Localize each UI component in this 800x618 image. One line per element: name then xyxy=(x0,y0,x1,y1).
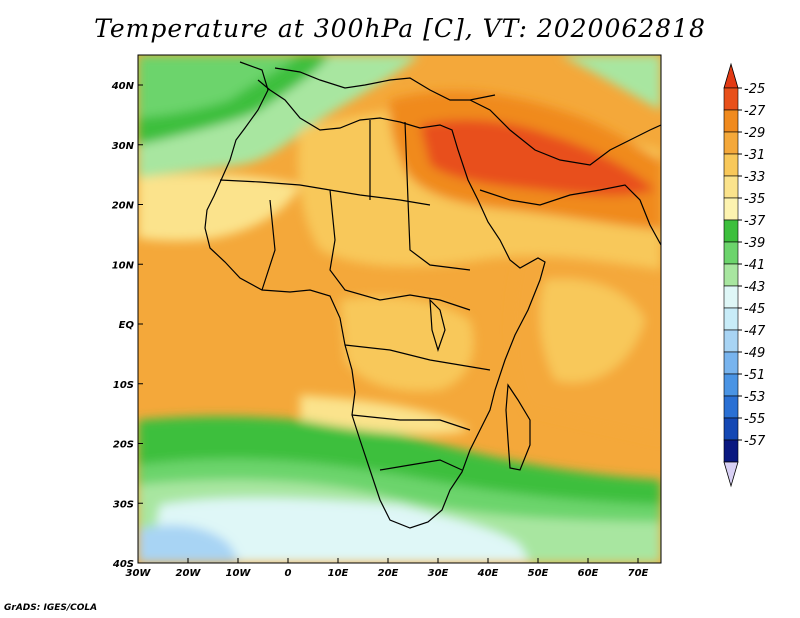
colorbar-label: -39 xyxy=(744,236,765,251)
lat-tick-label: 40S xyxy=(112,559,134,570)
colorbar-label: -45 xyxy=(744,302,765,317)
colorbar-label: -41 xyxy=(744,258,765,273)
lat-tick-label: EQ xyxy=(119,320,135,331)
colorbar-swatch xyxy=(723,175,739,199)
band-blue-s-contour xyxy=(138,525,240,563)
lon-tick-label: 20W xyxy=(176,568,202,579)
colorbar-swatch xyxy=(723,329,739,353)
band-cyan-s-contour xyxy=(150,497,530,563)
band-mild-c-contour xyxy=(340,296,474,392)
colorbar-bottom-triangle xyxy=(723,461,739,488)
colorbar-label: -47 xyxy=(744,324,766,339)
lon-tick-label: 60E xyxy=(578,568,599,579)
colorbar-swatch xyxy=(723,87,739,111)
colorbar-label: -53 xyxy=(744,390,765,405)
lon-tick-label: 70E xyxy=(628,568,649,579)
lon-tick-label: 30W xyxy=(126,568,152,579)
map-frame xyxy=(137,54,662,564)
lat-tick-label: 10S xyxy=(113,380,134,391)
colorbar-label: -33 xyxy=(744,170,765,185)
colorbar-swatch xyxy=(723,395,739,419)
lat-tick-label: 10N xyxy=(112,260,135,271)
lon-tick-label: 30E xyxy=(428,568,449,579)
lon-tick-label: 40E xyxy=(477,568,499,579)
colorbar-swatch xyxy=(723,241,739,265)
band-pale-s-contour xyxy=(300,395,470,435)
colorbar-label: -31 xyxy=(744,148,765,163)
lat-tick-label: 40N xyxy=(111,81,135,92)
colorbar-swatch xyxy=(723,373,739,397)
colorbar-label: -29 xyxy=(744,126,765,141)
colorbar-label: -35 xyxy=(744,192,765,207)
colorbar-label: -51 xyxy=(744,368,765,383)
colorbar-swatch xyxy=(723,153,739,177)
colorbar-label: -25 xyxy=(744,82,765,97)
colorbar: -25 -27 -29 -31 -33 -35 -37 -39 -41 -43 -45 -47 -49 -… xyxy=(723,62,766,488)
colorbar-label: -57 xyxy=(744,434,766,449)
lon-tick-label: 0 xyxy=(285,568,292,579)
colorbar-label: -27 xyxy=(744,104,766,119)
colorbar-swatch xyxy=(723,417,739,441)
colorbar-label: -55 xyxy=(744,412,765,427)
lat-tick-label: 20N xyxy=(112,201,135,212)
lon-tick-label: 10E xyxy=(328,568,349,579)
band-pale-w-contour xyxy=(138,174,300,241)
lon-tick-label: 10W xyxy=(226,568,252,579)
lat-tick-label: 30N xyxy=(112,141,135,152)
colorbar-top-triangle xyxy=(723,62,739,89)
colorbar-swatch xyxy=(723,197,739,221)
colorbar-label: -43 xyxy=(744,280,765,295)
band-warmest-contour xyxy=(420,119,655,196)
band-green-mid-n-contour xyxy=(138,55,300,118)
lon-tick-label: 20E xyxy=(378,568,399,579)
colorbar-swatch xyxy=(723,307,739,331)
colorbar-swatch xyxy=(723,285,739,309)
temperature-field xyxy=(138,55,661,563)
colorbar-swatch xyxy=(723,439,739,463)
lat-tick-label: 30S xyxy=(113,499,134,510)
map-title: Temperature at 300hPa [C], VT: 202006281… xyxy=(94,14,706,43)
colorbar-label: -49 xyxy=(744,346,765,361)
colorbar-swatch xyxy=(723,131,739,155)
colorbar-swatch xyxy=(723,109,739,133)
colorbar-swatch xyxy=(723,263,739,287)
band-green-ne-contour xyxy=(560,55,661,110)
credit-label: GrADS: IGES/COLA xyxy=(4,603,98,613)
colorbar-label: -37 xyxy=(744,214,766,229)
lat-tick-label: 20S xyxy=(113,440,134,451)
lon-tick-label: 50E xyxy=(528,568,549,579)
colorbar-swatch xyxy=(723,351,739,375)
colorbar-swatch xyxy=(723,219,739,243)
band-mild-io-contour xyxy=(539,279,645,383)
